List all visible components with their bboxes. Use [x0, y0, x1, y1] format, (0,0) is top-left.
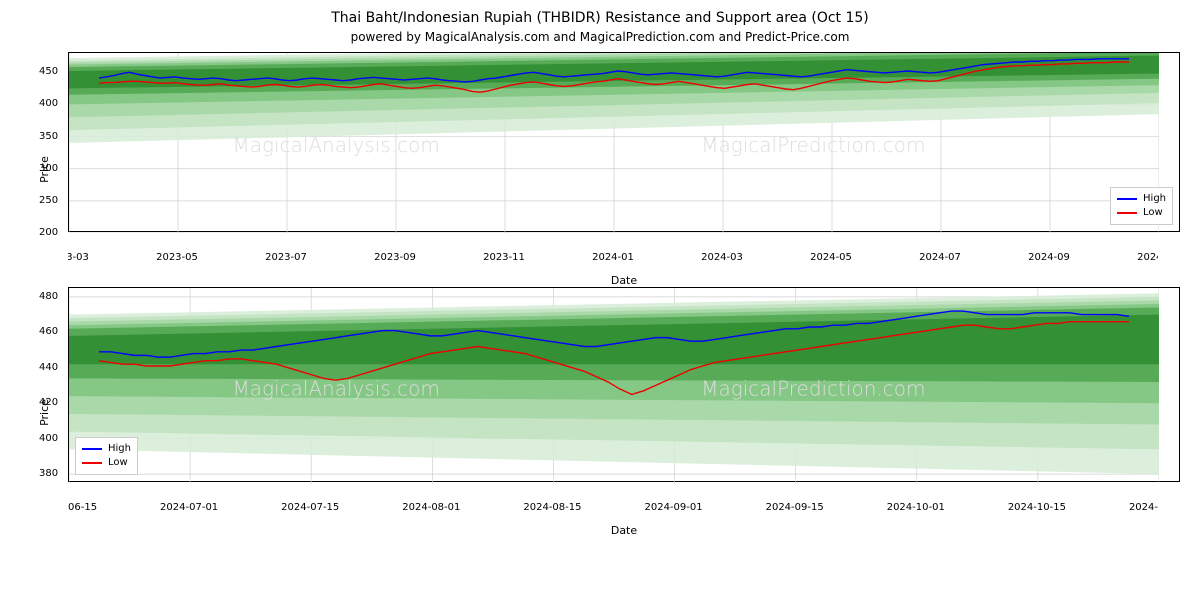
chart-1: MagicalAnalysis.com MagicalPrediction.com…	[68, 52, 1180, 232]
ytick-label: 350	[39, 131, 58, 142]
xtick-label: 2024-10-15	[1008, 502, 1066, 513]
legend-row-high-2: High	[82, 442, 131, 456]
legend-label-high-2: High	[108, 442, 131, 456]
xtick-label: 2024-09	[1028, 252, 1070, 263]
chart-2-row: Price MagicalAnalysis.comMagicalPredicti…	[20, 287, 1180, 537]
xtick-label: 2023-03	[68, 252, 89, 263]
chart-1-row: Price MagicalAnalysis.comMagicalPredicti…	[20, 52, 1180, 287]
chart-2-svg: MagicalAnalysis.comMagicalPrediction.com	[69, 288, 1159, 483]
xtick-label: 2024-07-15	[281, 502, 339, 513]
legend-row-low: Low	[1117, 206, 1166, 220]
xtick-label: 2024-05	[810, 252, 852, 263]
xtick-label: 2024-07-01	[160, 502, 218, 513]
legend-row-high: High	[1117, 192, 1166, 206]
chart-1-xlabel: Date	[68, 274, 1180, 287]
svg-text:MagicalAnalysis.com: MagicalAnalysis.com	[233, 133, 440, 157]
chart-title: Thai Baht/Indonesian Rupiah (THBIDR) Res…	[20, 10, 1180, 26]
chart-1-plot-col: MagicalAnalysis.com MagicalPrediction.com…	[68, 52, 1180, 287]
ytick-label: 200	[39, 227, 58, 238]
xtick-label: 2024-08-01	[402, 502, 460, 513]
chart-2-xlabel: Date	[68, 524, 1180, 537]
ytick-label: 250	[39, 195, 58, 206]
chart-2-legend: High Low	[75, 437, 138, 475]
xtick-label: 2023-11	[483, 252, 525, 263]
xtick-label: 2024-06-15	[68, 502, 97, 513]
xtick-label: 2024-08-15	[523, 502, 581, 513]
chart-2-xaxis: 2024-06-15 2024-07-01 2024-07-15 2024-08-01…	[68, 498, 1158, 518]
xtick-label: 2024-11-01	[1129, 502, 1158, 513]
chart-2-ylabel-col: Price	[20, 287, 68, 537]
xtick-label: 2024-10-01	[887, 502, 945, 513]
ytick-label: 440	[39, 362, 58, 373]
xtick-label: 2023-09	[374, 252, 416, 263]
chart-1-svg: MagicalAnalysis.com MagicalPrediction.com	[69, 53, 1159, 233]
legend-swatch-low	[1117, 212, 1137, 214]
xtick-label: 2023-07	[265, 252, 307, 263]
xtick-label: 2024-01	[592, 252, 634, 263]
legend-label-low-2: Low	[108, 456, 128, 470]
legend-row-low-2: Low	[82, 456, 131, 470]
xtick-label: 2023-05	[156, 252, 198, 263]
xtick-label: 2024-03	[701, 252, 743, 263]
ytick-label: 450	[39, 66, 58, 77]
svg-text:MagicalPrediction.com: MagicalPrediction.com	[701, 376, 925, 400]
chart-2: MagicalAnalysis.comMagicalPrediction.com…	[68, 287, 1180, 482]
xtick-label: 2024-11	[1137, 252, 1158, 263]
legend-label-high: High	[1143, 192, 1166, 206]
ytick-label: 420	[39, 397, 58, 408]
ytick-label: 380	[39, 468, 58, 479]
xtick-label: 2024-09-01	[644, 502, 702, 513]
svg-text:MagicalPrediction.com: MagicalPrediction.com	[701, 133, 925, 157]
chart-1-xaxis: 2023-03 2023-05 2023-07 2023-09 2023-11 2024-…	[68, 248, 1158, 268]
chart-subtitle: powered by MagicalAnalysis.com and Magic…	[20, 30, 1180, 44]
legend-swatch-high-2	[82, 448, 102, 450]
ytick-label: 480	[39, 291, 58, 302]
legend-swatch-high	[1117, 198, 1137, 200]
xtick-label: 2024-09-15	[766, 502, 824, 513]
ytick-label: 460	[39, 326, 58, 337]
chart-2-plot-col: MagicalAnalysis.comMagicalPrediction.com…	[68, 287, 1180, 537]
xtick-label: 2024-07	[919, 252, 961, 263]
legend-swatch-low-2	[82, 462, 102, 464]
ytick-label: 300	[39, 163, 58, 174]
chart-1-legend: High Low	[1110, 187, 1173, 225]
ytick-label: 400	[39, 433, 58, 444]
ytick-label: 400	[39, 98, 58, 109]
legend-label-low: Low	[1143, 206, 1163, 220]
